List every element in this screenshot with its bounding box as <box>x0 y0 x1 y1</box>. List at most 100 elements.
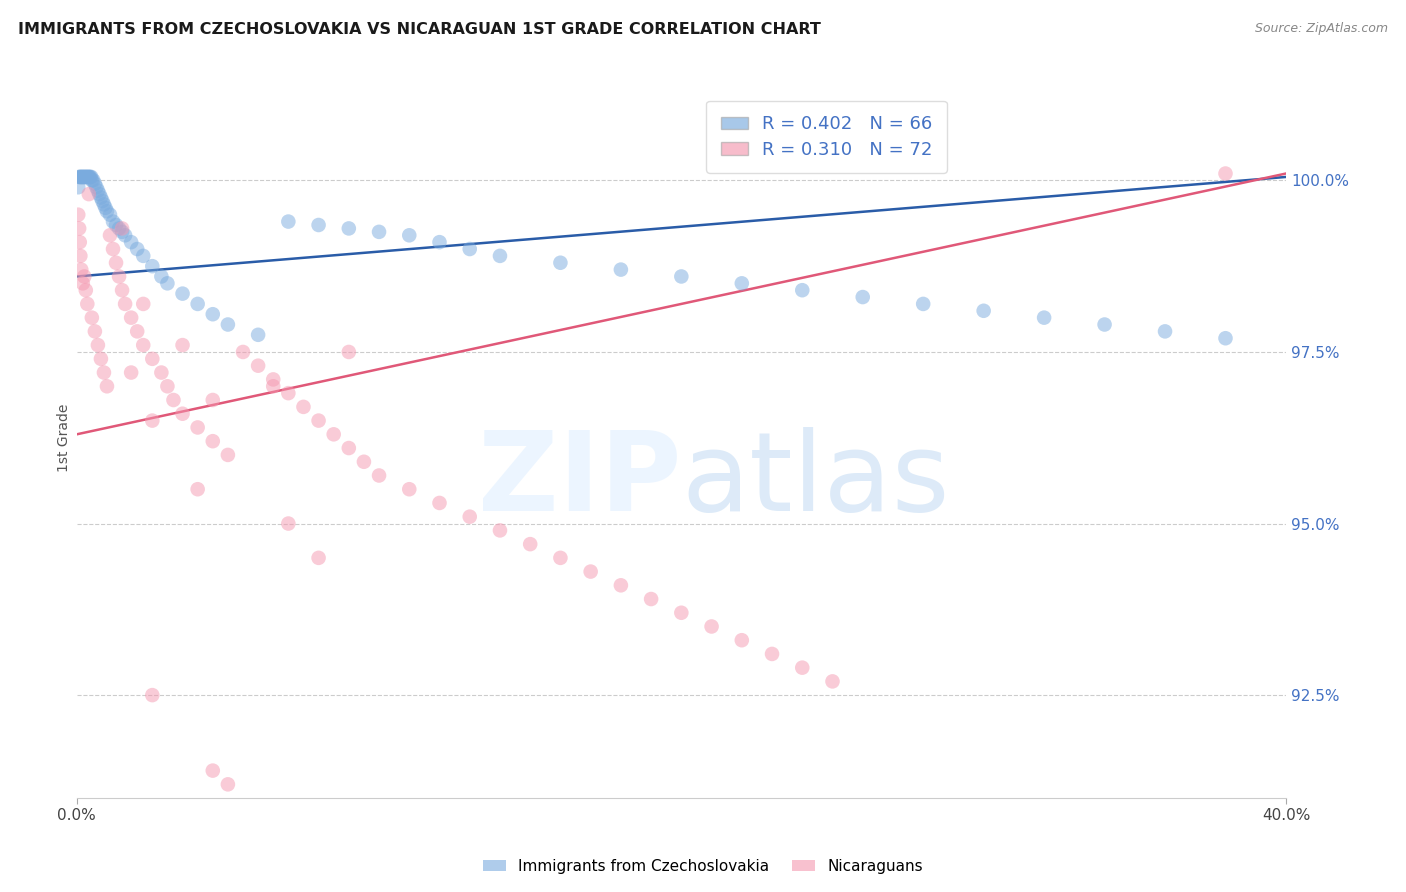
Point <box>105 218 128 232</box>
Point <box>308 218 330 232</box>
Point <box>731 277 754 291</box>
Point <box>1215 167 1237 181</box>
Point <box>70 169 93 184</box>
Point <box>489 249 512 263</box>
Point <box>114 228 136 243</box>
Point <box>579 565 602 579</box>
Point <box>247 327 270 342</box>
Point <box>108 269 131 284</box>
Point <box>69 249 91 263</box>
Point <box>792 283 814 297</box>
Point <box>337 441 360 455</box>
Legend: R = 0.402   N = 66, R = 0.310   N = 72: R = 0.402 N = 66, R = 0.310 N = 72 <box>706 101 946 173</box>
Point <box>217 318 239 332</box>
Point <box>67 169 90 184</box>
Point <box>973 303 995 318</box>
Point <box>640 592 662 607</box>
Text: Source: ZipAtlas.com: Source: ZipAtlas.com <box>1254 22 1388 36</box>
Point <box>73 169 96 184</box>
Point <box>1033 310 1056 325</box>
Point <box>69 169 91 184</box>
Point <box>308 550 330 565</box>
Point <box>232 345 254 359</box>
Point <box>671 606 693 620</box>
Point <box>93 197 115 211</box>
Point <box>277 516 299 531</box>
Point <box>120 310 142 325</box>
Point <box>1215 331 1237 345</box>
Point <box>75 169 97 184</box>
Point <box>72 277 94 291</box>
Point <box>90 190 112 204</box>
Point <box>519 537 541 551</box>
Point <box>96 204 118 219</box>
Point <box>93 366 115 380</box>
Point <box>96 379 118 393</box>
Point <box>77 169 100 184</box>
Point <box>308 414 330 428</box>
Point <box>489 524 512 538</box>
Point <box>458 242 481 256</box>
Point <box>141 259 163 273</box>
Point <box>247 359 270 373</box>
Text: atlas: atlas <box>682 427 950 534</box>
Point <box>150 366 173 380</box>
Point <box>82 173 104 187</box>
Point <box>86 180 108 194</box>
Point <box>761 647 783 661</box>
Point <box>80 310 103 325</box>
Point <box>67 221 90 235</box>
Point <box>792 661 814 675</box>
Point <box>90 351 112 366</box>
Point <box>120 235 142 249</box>
Point <box>610 578 633 592</box>
Point <box>114 297 136 311</box>
Point <box>69 235 91 249</box>
Point <box>1094 318 1116 332</box>
Point <box>77 187 100 202</box>
Point <box>821 674 844 689</box>
Point <box>429 496 451 510</box>
Point <box>67 208 90 222</box>
Point <box>120 366 142 380</box>
Point <box>398 228 420 243</box>
Point <box>87 184 110 198</box>
Y-axis label: 1st Grade: 1st Grade <box>58 403 72 472</box>
Point <box>75 283 97 297</box>
Point <box>70 262 93 277</box>
Point <box>262 379 284 393</box>
Point <box>80 173 103 187</box>
Point <box>77 169 100 184</box>
Point <box>172 407 194 421</box>
Point <box>187 297 209 311</box>
Point <box>111 225 134 239</box>
Point <box>156 277 179 291</box>
Point <box>172 286 194 301</box>
Point <box>101 214 124 228</box>
Point <box>141 688 163 702</box>
Point <box>187 482 209 496</box>
Point <box>127 324 149 338</box>
Point <box>83 324 105 338</box>
Point <box>700 619 723 633</box>
Point <box>76 169 98 184</box>
Point <box>91 194 114 208</box>
Point <box>398 482 420 496</box>
Point <box>337 221 360 235</box>
Point <box>132 249 155 263</box>
Point <box>368 468 391 483</box>
Point <box>217 448 239 462</box>
Point <box>111 221 134 235</box>
Point <box>94 201 117 215</box>
Point <box>201 392 224 407</box>
Point <box>75 169 97 184</box>
Point <box>76 297 98 311</box>
Point <box>150 269 173 284</box>
Point <box>73 269 96 284</box>
Point <box>292 400 315 414</box>
Point <box>262 372 284 386</box>
Point <box>105 256 128 270</box>
Point <box>187 420 209 434</box>
Point <box>201 307 224 321</box>
Point <box>72 169 94 184</box>
